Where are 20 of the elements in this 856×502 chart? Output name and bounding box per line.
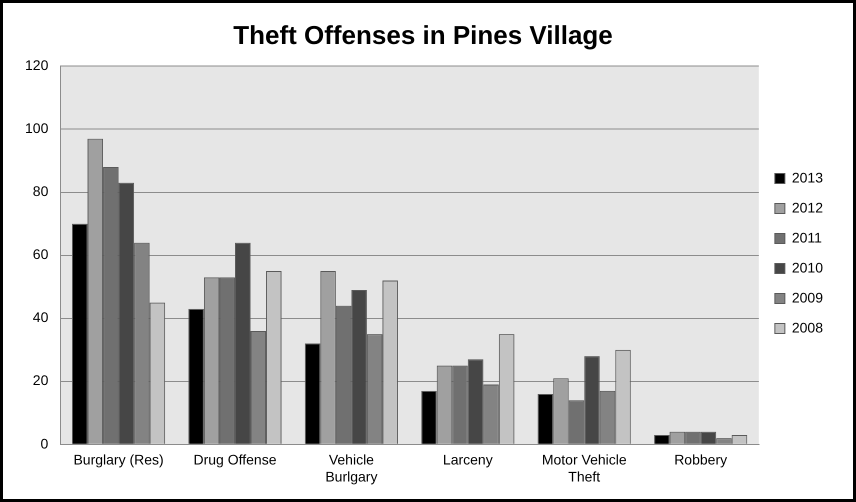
y-tick-label: 0	[40, 435, 49, 452]
legend-label: 2010	[792, 259, 824, 276]
y-tick-label: 20	[32, 372, 49, 388]
legend-label: 2013	[792, 169, 824, 186]
x-tick-label: Robbery	[674, 452, 728, 468]
y-tick-label: 100	[25, 120, 49, 136]
y-tick-label: 80	[32, 183, 49, 200]
legend-label: 2011	[792, 229, 822, 246]
legend-label: 2008	[792, 319, 824, 336]
y-tick-label: 120	[25, 57, 49, 74]
y-tick-label: 40	[32, 309, 49, 326]
x-tick-label: Vehicle Burlgary	[325, 452, 378, 484]
y-tick-label: 60	[32, 246, 49, 262]
x-tick-label: Larceny	[442, 452, 493, 468]
x-tick-label: Motor Vehicle Theft	[542, 452, 627, 484]
legend-label: 2009	[792, 289, 824, 306]
chart-title: Theft Offenses in Pines Village	[233, 20, 613, 50]
x-tick-label: Drug Offense	[193, 452, 277, 468]
x-tick-label: Burglary (Res)	[73, 452, 164, 468]
legend-label: 2012	[792, 199, 824, 216]
